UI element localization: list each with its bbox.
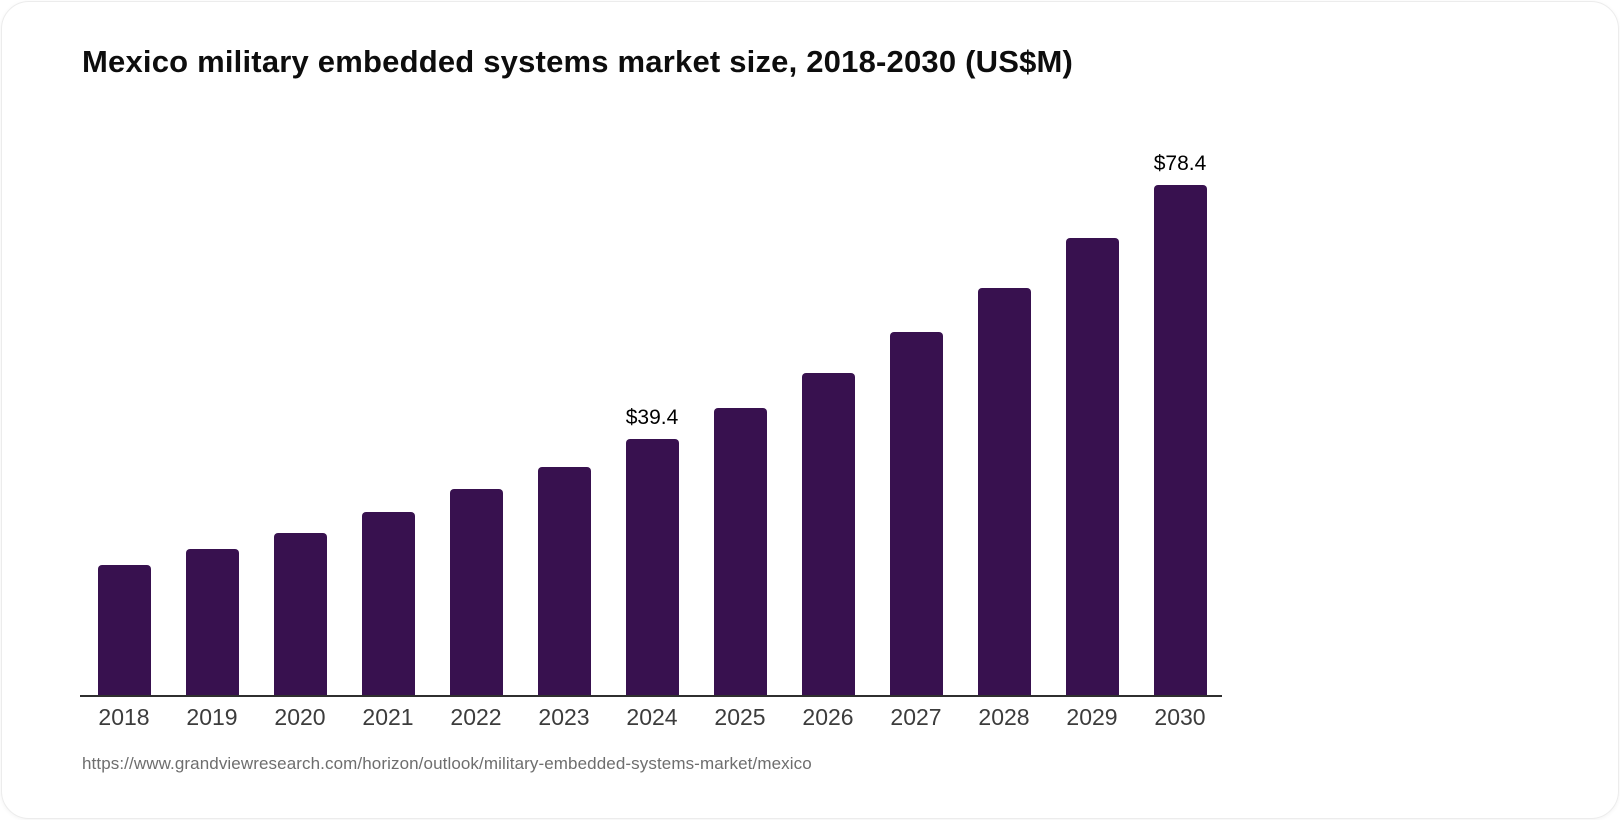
bar-column-2029	[1048, 185, 1136, 696]
x-axis-label-2018: 2018	[98, 704, 150, 730]
x-axis-label-2027: 2027	[890, 704, 942, 730]
bar-2030[interactable]	[1153, 185, 1207, 696]
chart-title: Mexico military embedded systems market …	[82, 44, 1074, 79]
bar-2019[interactable]	[185, 549, 239, 696]
bar-column-2027	[872, 185, 960, 696]
bar-column-2030: $78.4	[1136, 152, 1224, 696]
bar-column-2023	[520, 185, 608, 696]
bar-column-2020	[256, 185, 344, 696]
bar-2027[interactable]	[889, 332, 943, 696]
x-axis-label-2024: 2024	[626, 704, 678, 730]
x-axis-label-2020: 2020	[274, 704, 326, 730]
x-axis-label-2028: 2028	[978, 704, 1030, 730]
bar-2026[interactable]	[801, 373, 855, 696]
bar-chart-plot-area: $39.4 $78.4	[80, 152, 1224, 696]
x-axis-line	[80, 695, 1222, 697]
bar-column-2018	[80, 185, 168, 696]
bar-column-2026	[784, 185, 872, 696]
x-axis-label-2025: 2025	[714, 704, 766, 730]
bar-column-2028	[960, 185, 1048, 696]
bar-2029[interactable]	[1065, 238, 1119, 696]
bar-column-2024: $39.4	[608, 185, 696, 696]
x-axis-label-2023: 2023	[538, 704, 590, 730]
x-axis-label-2029: 2029	[1066, 704, 1118, 730]
x-axis-label-2019: 2019	[186, 704, 238, 730]
bar-2024[interactable]	[625, 439, 679, 696]
bar-2020[interactable]	[273, 533, 327, 696]
bar-2025[interactable]	[713, 408, 767, 696]
bar-column-2019	[168, 185, 256, 696]
bar-column-2021	[344, 185, 432, 696]
x-axis-label-2021: 2021	[362, 704, 414, 730]
source-url: https://www.grandviewresearch.com/horizo…	[82, 754, 812, 773]
x-axis-label-2026: 2026	[802, 704, 854, 730]
bar-2021[interactable]	[361, 512, 415, 696]
x-axis-label-2030: 2030	[1154, 704, 1206, 730]
bar-2022[interactable]	[449, 489, 503, 696]
bar-column-2022	[432, 185, 520, 696]
x-axis-label-2022: 2022	[450, 704, 502, 730]
x-axis-labels: 2018 2019 2020 2021 2022 2023 2024 2025 2026 2027…	[80, 704, 1224, 731]
bar-2028[interactable]	[977, 288, 1031, 696]
bars-container: $39.4 $78.4	[80, 152, 1224, 696]
bar-2023[interactable]	[537, 467, 591, 696]
bar-value-label-2030: $78.4	[1153, 152, 1207, 175]
bar-value-label-2024: $39.4	[625, 406, 679, 429]
bar-2018[interactable]	[97, 565, 151, 696]
bar-column-2025	[696, 185, 784, 696]
